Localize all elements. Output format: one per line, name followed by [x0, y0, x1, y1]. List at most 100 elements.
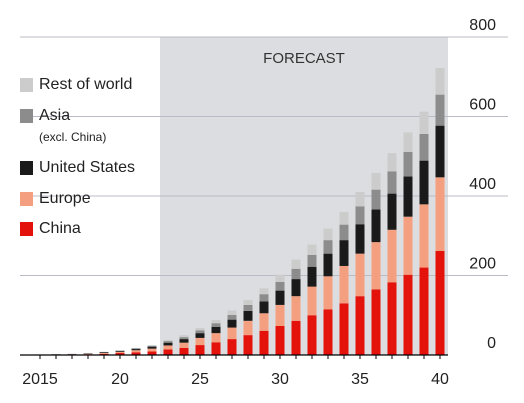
bar-segment	[211, 326, 221, 334]
bar-segment	[403, 216, 413, 275]
bar-segment	[339, 303, 349, 355]
bar-segment	[259, 313, 269, 331]
bar-segment	[419, 204, 429, 268]
bar-segment	[147, 345, 157, 346]
bar-segment	[403, 151, 413, 177]
bar-segment	[131, 349, 141, 351]
bar-segment	[291, 268, 301, 280]
x-tick-label: 2015	[22, 371, 58, 388]
bar-segment	[259, 294, 269, 302]
legend-swatch	[20, 161, 33, 175]
y-tick-label: 400	[469, 176, 496, 193]
bar-segment	[163, 342, 173, 346]
bar-segment	[227, 339, 237, 355]
bar-segment	[195, 330, 205, 334]
x-tick-label: 20	[111, 371, 129, 388]
bar-segment	[99, 352, 109, 354]
bar-segment	[339, 265, 349, 304]
bar-segment	[275, 274, 285, 282]
bar-segment	[371, 209, 381, 243]
x-tick-label: 35	[351, 371, 369, 388]
bar-segment	[307, 315, 317, 355]
legend-label: Rest of world	[39, 76, 132, 93]
x-tick-label: 40	[431, 371, 449, 388]
bar-segment	[339, 224, 349, 241]
y-tick-label: 200	[469, 256, 496, 273]
legend-label: China	[39, 220, 81, 237]
bar-segment	[211, 320, 221, 324]
bar-segment	[403, 176, 413, 217]
bar-segment	[419, 160, 429, 205]
bar-segment	[195, 327, 205, 331]
legend-sublabel: (excl. China)	[39, 130, 106, 144]
bar-segment	[195, 333, 205, 338]
bar-segment	[259, 288, 269, 295]
y-tick-label: 600	[469, 97, 496, 114]
bar-segment	[131, 348, 141, 350]
bar-segment	[371, 289, 381, 355]
bar-segment	[275, 281, 285, 291]
y-tick-label: 0	[487, 335, 496, 352]
bar-segment	[387, 153, 397, 172]
bar-segment	[291, 259, 301, 269]
x-tick-label: 30	[271, 371, 289, 388]
bar-segment	[211, 333, 221, 343]
bar-segment	[403, 132, 413, 152]
bar-segment	[163, 345, 173, 350]
bar-segment	[211, 342, 221, 355]
bar-segment	[131, 350, 141, 353]
legend-label: Europe	[39, 190, 91, 207]
bar-segment	[419, 267, 429, 355]
bar-segment	[355, 296, 365, 355]
bar-segment	[147, 345, 157, 347]
bar-segment	[371, 242, 381, 290]
bar-segment	[243, 335, 253, 355]
bar-segment	[307, 266, 317, 287]
bar-segment	[291, 320, 301, 355]
bar-segment	[131, 352, 141, 355]
bar-segment	[211, 323, 221, 327]
bar-segment	[323, 253, 333, 277]
bar-segment	[291, 279, 301, 297]
bar-segment	[147, 351, 157, 355]
bar-segment	[259, 330, 269, 355]
bar-segment	[179, 339, 189, 343]
bar-segment	[355, 206, 365, 225]
bar-segment	[243, 320, 253, 336]
legend-label: United States	[39, 159, 135, 176]
bar-segment	[195, 345, 205, 355]
bar-segment	[147, 346, 157, 349]
bar-segment	[227, 319, 237, 328]
bar-segment	[403, 274, 413, 355]
bar-segment	[179, 337, 189, 340]
bar-segment	[435, 68, 445, 95]
bar-segment	[163, 339, 173, 342]
bar-segment	[371, 189, 381, 210]
bar-segment	[243, 304, 253, 311]
bar-segment	[227, 314, 237, 320]
bar-segment	[227, 310, 237, 315]
legend-swatch	[20, 109, 33, 123]
bar-segment	[99, 353, 109, 354]
x-tick-label: 25	[191, 371, 209, 388]
bar-segment	[227, 327, 237, 340]
legend-swatch	[20, 78, 33, 92]
bar-segment	[435, 177, 445, 251]
bar-segment	[147, 348, 157, 352]
bar-segment	[307, 254, 317, 267]
bar-segment	[115, 351, 125, 352]
bar-segment	[339, 240, 349, 266]
bar-segment	[115, 353, 125, 355]
legend-swatch	[20, 192, 33, 206]
bar-segment	[355, 253, 365, 297]
bar-segment	[387, 229, 397, 283]
bar-segment	[435, 125, 445, 178]
bar-segment	[435, 94, 445, 126]
bar-segment	[275, 304, 285, 326]
forecast-label: FORECAST	[263, 50, 345, 67]
legend-label: Asia	[39, 107, 70, 124]
bar-segment	[323, 228, 333, 241]
bar-segment	[387, 171, 397, 194]
bar-segment	[339, 211, 349, 225]
